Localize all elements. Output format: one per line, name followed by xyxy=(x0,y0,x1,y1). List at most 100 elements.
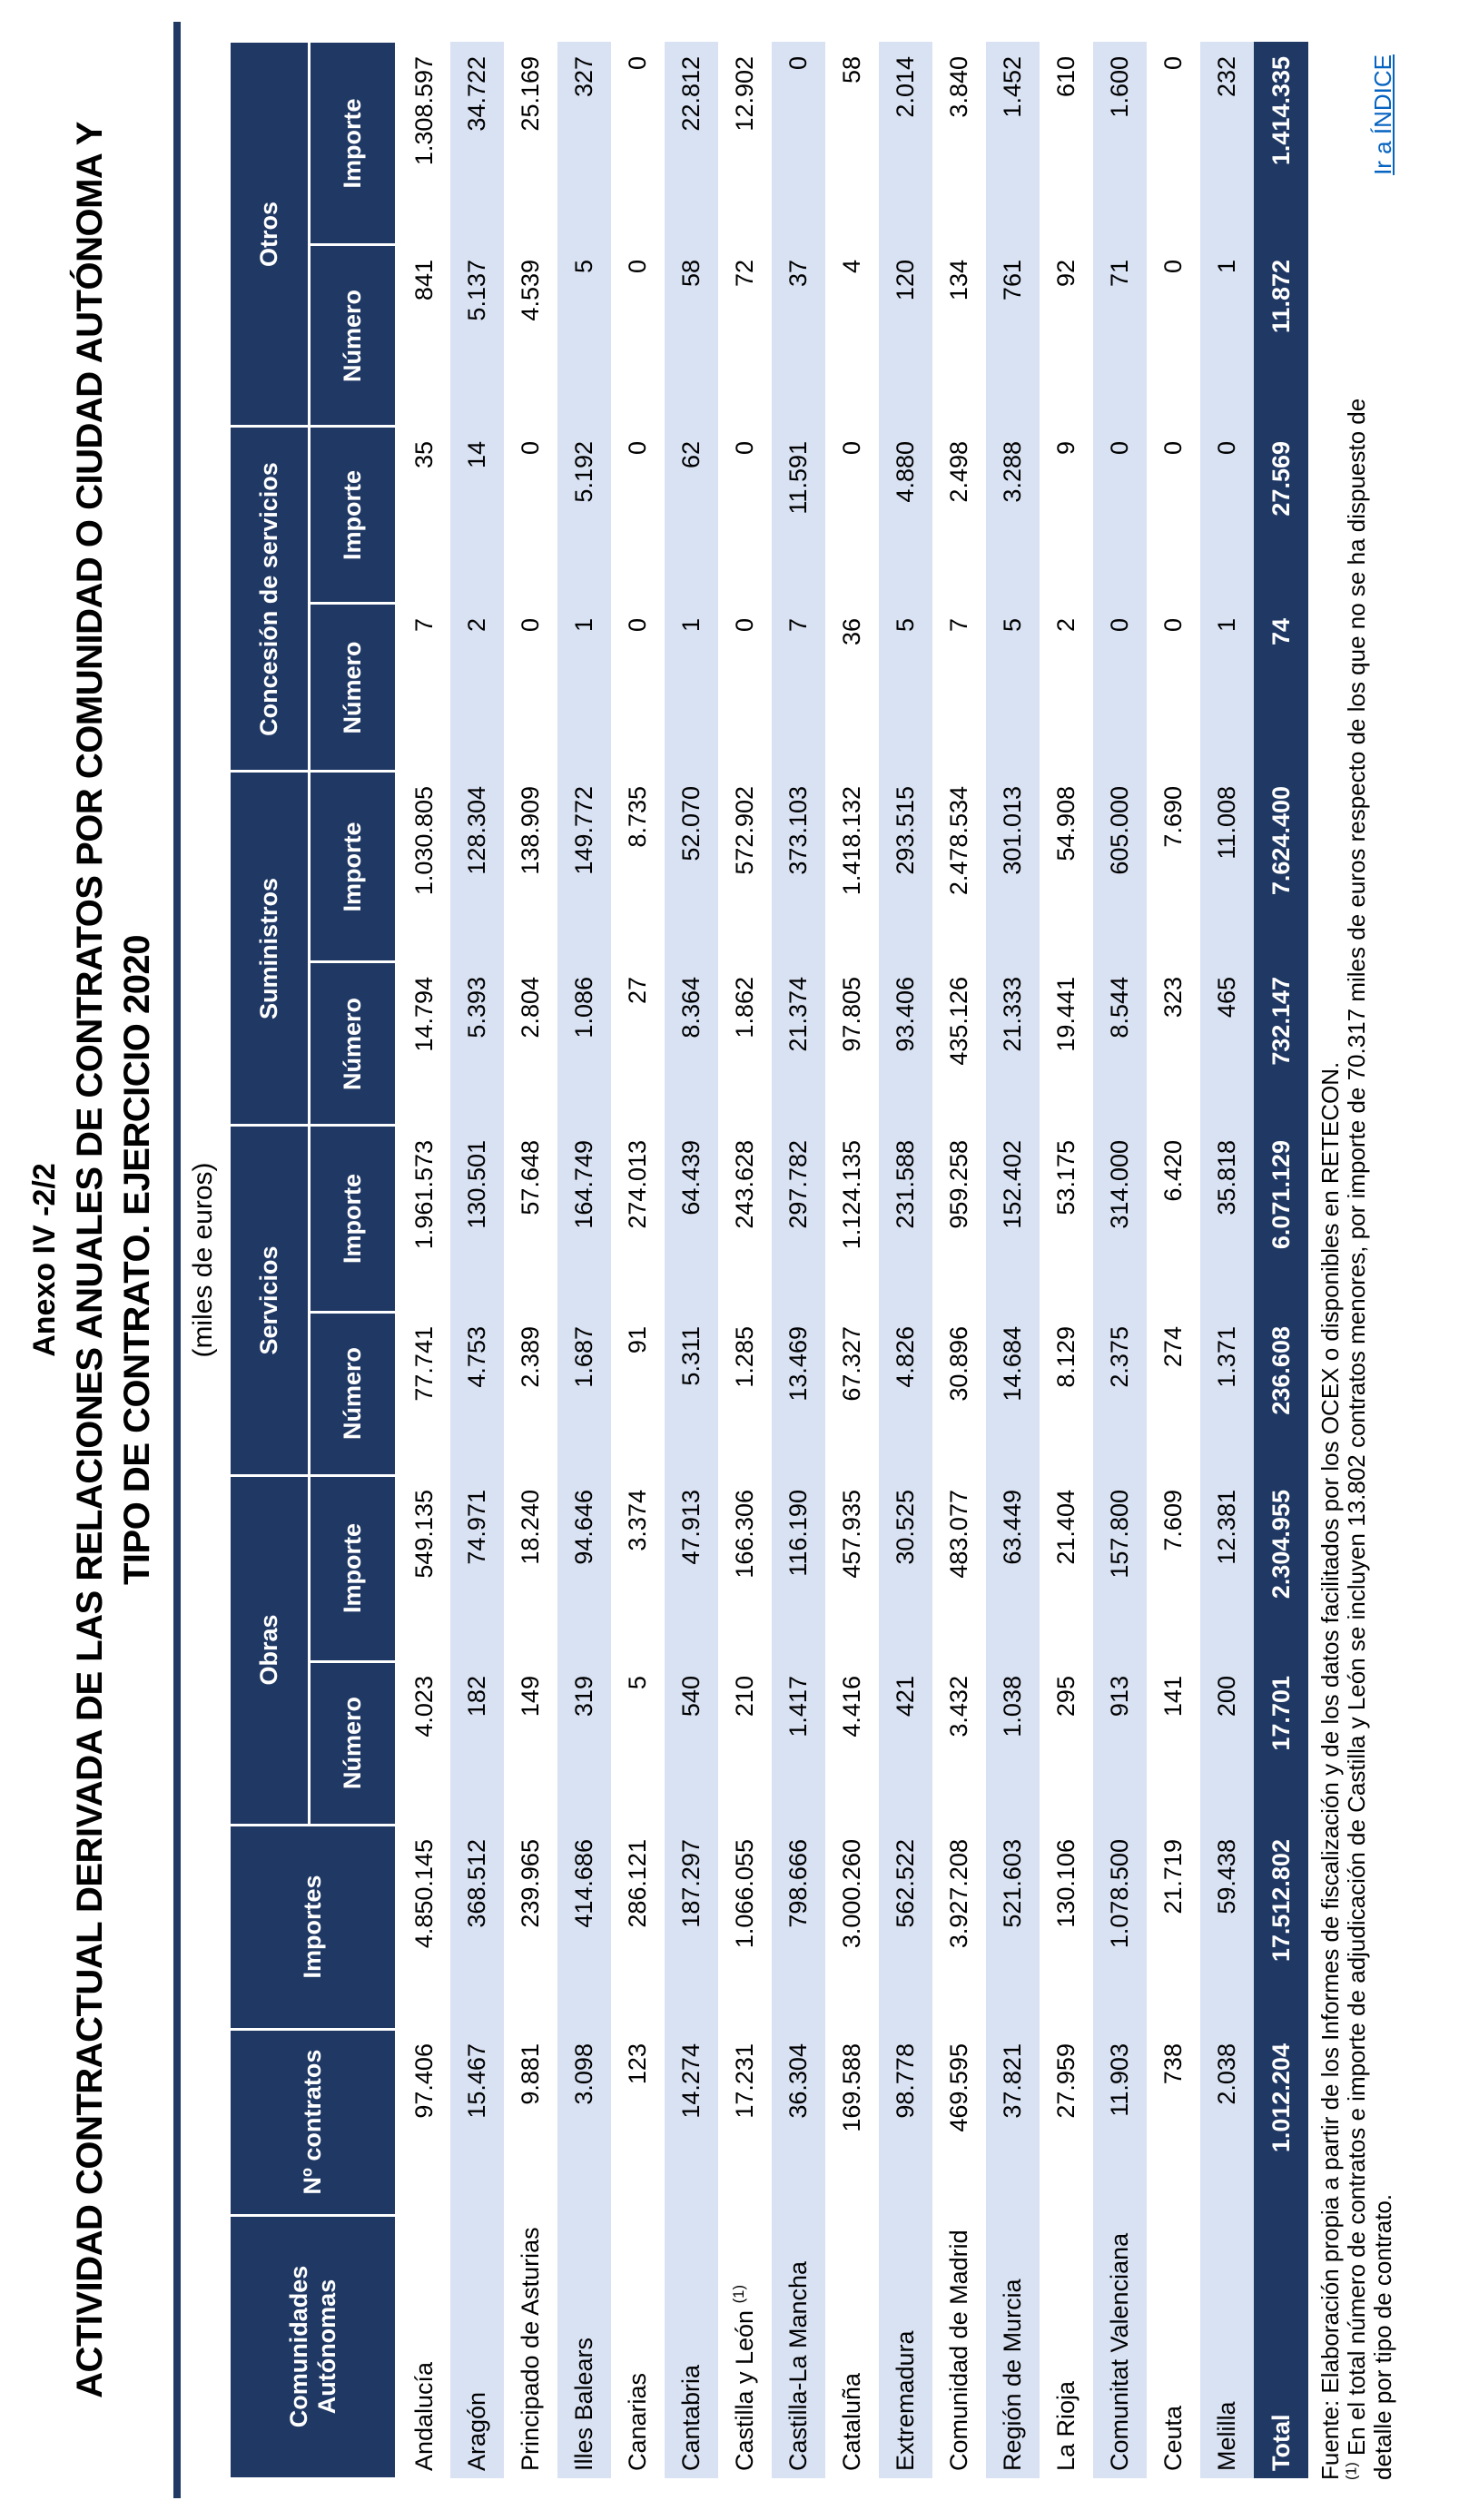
table-row: Comunitat Valenciana 11.903 1.078.500 913 15… xyxy=(1092,41,1147,2479)
document-title: ACTIVIDAD CONTRACTUAL DERIVADA DE LAS RE… xyxy=(66,40,161,2480)
value-cell: 36.304 xyxy=(771,2029,825,2216)
value-cell: 58 xyxy=(838,55,865,84)
table-header: Comunidades Autónomas Nº contratos Impor… xyxy=(229,41,397,2479)
value-cell: 4.826 xyxy=(878,1312,932,1476)
community-name: Ceuta xyxy=(1159,2405,1187,2472)
value-cell: 2 xyxy=(449,604,504,772)
value-cell: 34.722 xyxy=(449,41,504,245)
subcol-header-numero: Número xyxy=(309,1661,397,1826)
value-cell: 0 xyxy=(731,441,758,456)
value-cell: 0 xyxy=(1199,427,1254,604)
value-cell: 239.965 xyxy=(517,1839,544,1928)
value-cell: 913 xyxy=(1092,1661,1147,1826)
table-row: Aragón 15.467 368.512 182 74.971 4.753 130.501… xyxy=(449,41,504,2479)
table-row: Illes Balears 3.098 414.686 319 94.646 1.687 1… xyxy=(557,41,611,2479)
value-cell: 62 xyxy=(664,427,718,604)
value-cell: 182 xyxy=(449,1661,504,1826)
group-header-concesion: Concesión de servicios xyxy=(229,427,310,772)
value-cell: 36 xyxy=(838,618,865,646)
value-cell: 9 xyxy=(1052,441,1079,456)
group-header-obras: Obras xyxy=(229,1475,310,1826)
value-cell: 164.749 xyxy=(557,1126,611,1313)
value-cell: 0 xyxy=(771,41,825,245)
community-name: Canarias xyxy=(624,2372,651,2472)
value-cell: 67.327 xyxy=(838,1326,865,1402)
value-cell: 21.333 xyxy=(985,962,1040,1126)
value-cell: 57.648 xyxy=(517,1140,544,1216)
value-cell: 421 xyxy=(878,1661,932,1826)
value-cell: 5 xyxy=(624,1676,651,1690)
value-cell: 7.690 xyxy=(1159,786,1187,848)
table-row: Melilla 2.038 59.438 200 12.381 1.371 35.818 46… xyxy=(1199,41,1254,2479)
value-cell: 2.014 xyxy=(878,41,932,245)
value-cell: 8.544 xyxy=(1092,962,1147,1126)
value-cell: 8.735 xyxy=(624,786,651,848)
value-cell: 327 xyxy=(557,41,611,245)
community-name: Cantabria xyxy=(664,2215,718,2479)
value-cell: 52.070 xyxy=(664,772,718,962)
value-cell: 5 xyxy=(878,604,932,772)
value-cell: 1 xyxy=(557,604,611,772)
value-cell: 25.169 xyxy=(517,55,544,132)
value-cell: 0 xyxy=(1159,55,1187,71)
group-header-otros: Otros xyxy=(229,41,310,427)
value-cell: 1.687 xyxy=(557,1312,611,1476)
value-cell: 435.126 xyxy=(945,977,972,1066)
group-header-servicios: Servicios xyxy=(229,1126,310,1476)
index-link[interactable]: Ir a ÍNDICE xyxy=(1368,54,1396,175)
value-cell: 1.600 xyxy=(1092,41,1147,245)
value-cell: 123 xyxy=(624,2043,651,2085)
table-row: Comunidad de Madrid 469.595 3.927.208 3.432… xyxy=(932,42,986,2478)
value-cell: 232 xyxy=(1199,41,1254,245)
subcol-header-importe: Importe xyxy=(309,427,397,604)
value-cell: 130.501 xyxy=(449,1126,504,1313)
col-header-comunidades: Comunidades Autónomas xyxy=(229,2215,397,2479)
value-cell: 71 xyxy=(1092,245,1147,427)
value-cell: 1.417 xyxy=(771,1661,825,1826)
value-cell: 293.515 xyxy=(878,772,932,962)
value-cell: 92 xyxy=(1052,260,1079,288)
table-body: Andalucía 97.406 4.850.145 4.023 549.135 77.7… xyxy=(397,41,1308,2479)
value-cell: 1 xyxy=(1199,604,1254,772)
value-cell: 3.927.208 xyxy=(945,1839,972,1949)
value-cell: 314.000 xyxy=(1092,1126,1147,1313)
value-cell: 7 xyxy=(945,618,972,633)
value-cell: 64.439 xyxy=(664,1126,718,1313)
value-cell: 798.666 xyxy=(771,1825,825,2030)
value-cell: 12.902 xyxy=(731,55,758,132)
value-cell: 116.190 xyxy=(771,1475,825,1662)
value-cell: 5.311 xyxy=(664,1312,718,1476)
value-cell: 738 xyxy=(1159,2043,1187,2085)
value-cell: 14.684 xyxy=(985,1312,1040,1476)
value-cell: 368.512 xyxy=(449,1825,504,2030)
table-row: Andalucía 97.406 4.850.145 4.023 549.135 77.7… xyxy=(397,42,450,2478)
value-cell: 414.686 xyxy=(557,1825,611,2030)
value-cell: 0 xyxy=(1159,441,1187,456)
value-cell: 301.013 xyxy=(985,772,1040,962)
value-cell: 63.449 xyxy=(985,1475,1040,1662)
col-header-num-contratos: Nº contratos xyxy=(229,2029,397,2216)
value-cell: 4.880 xyxy=(878,427,932,604)
table-row: Cataluña 169.588 3.000.260 4.416 457.935 67.3… xyxy=(825,42,879,2478)
value-cell: 187.297 xyxy=(664,1825,718,2030)
value-cell: 0 xyxy=(1092,604,1147,772)
value-cell: 5.393 xyxy=(449,962,504,1126)
community-name: Cataluña xyxy=(838,2372,865,2472)
value-cell: 17.512.802 xyxy=(1253,1825,1308,2030)
value-cell: 1 xyxy=(664,604,718,772)
value-cell: 231.588 xyxy=(878,1126,932,1313)
source-note: Fuente: Elaboración propia a partir de l… xyxy=(1316,1061,1344,2480)
value-cell: 37 xyxy=(771,245,825,427)
value-cell: 11.591 xyxy=(771,427,825,604)
value-cell: 469.595 xyxy=(945,2043,972,2132)
value-cell: 4.416 xyxy=(838,1676,865,1737)
value-cell: 27.959 xyxy=(1052,2043,1079,2119)
value-cell: 11.008 xyxy=(1199,772,1254,962)
value-cell: 0 xyxy=(517,618,544,633)
value-cell: 5 xyxy=(557,245,611,427)
value-cell: 27 xyxy=(624,977,651,1005)
value-cell: 47.913 xyxy=(664,1475,718,1662)
value-cell: 2.498 xyxy=(945,441,972,503)
value-cell: 549.135 xyxy=(409,1490,438,1579)
value-cell: 74.971 xyxy=(449,1475,504,1662)
